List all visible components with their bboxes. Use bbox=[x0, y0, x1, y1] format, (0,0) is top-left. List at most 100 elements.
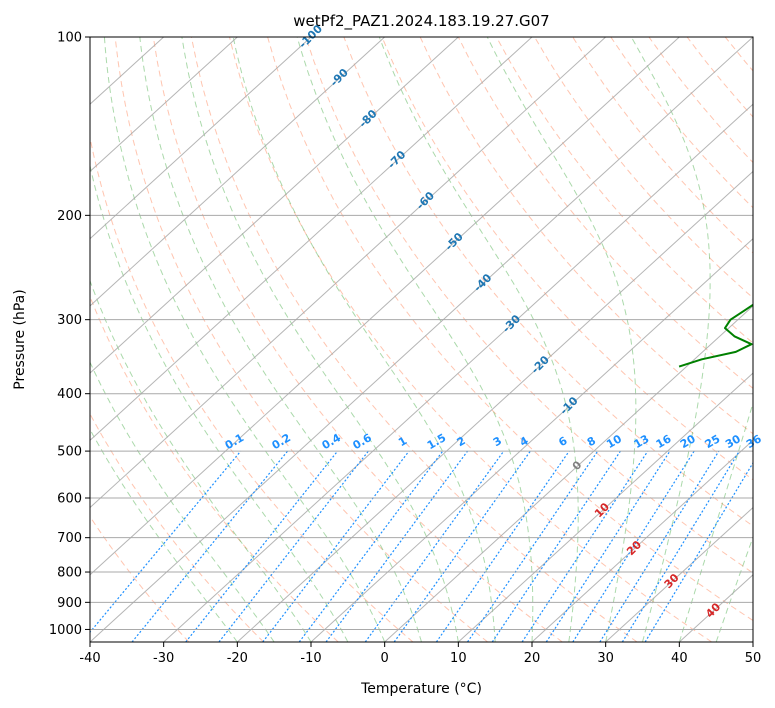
mixing-ratio-label: 2 bbox=[455, 434, 468, 449]
y-tick-label: 100 bbox=[57, 31, 82, 46]
mixing-ratio-label: 1.5 bbox=[425, 431, 448, 452]
dry-adiabat-line bbox=[152, 37, 563, 642]
x-tick-label: 40 bbox=[671, 651, 688, 666]
dry-adiabat-line bbox=[90, 135, 414, 642]
mixing-ratio-label-group: 6 bbox=[556, 434, 569, 449]
mixing-ratio-label-group: 0.4 bbox=[320, 431, 344, 452]
chart-title: wetPf2_PAZ1.2024.183.19.27.G07 bbox=[293, 12, 549, 31]
series-layer bbox=[678, 303, 753, 368]
isotherm-line bbox=[531, 439, 753, 642]
mixing-ratio-label-group: 25 bbox=[703, 432, 723, 451]
dry-adiabat-line bbox=[267, 37, 753, 622]
y-tick-label: 700 bbox=[57, 531, 82, 546]
mixing-ratio-label-group: 10 bbox=[604, 432, 624, 451]
mixing-ratio-line bbox=[644, 461, 753, 642]
dry-adiabat-line bbox=[419, 37, 753, 435]
mixing-ratio-label: 30 bbox=[723, 432, 743, 451]
moist-adiabat-line bbox=[630, 37, 711, 642]
mixing-ratio-line bbox=[90, 450, 242, 634]
y-tick-label: 600 bbox=[57, 492, 82, 507]
dry-adiabat-line bbox=[343, 37, 753, 527]
moist-adiabat-line bbox=[90, 361, 275, 642]
y-tick-label: 1000 bbox=[49, 623, 82, 638]
isotherm-line bbox=[90, 37, 607, 509]
x-axis-label: Temperature (°C) bbox=[360, 681, 482, 697]
mixing-ratio-line bbox=[364, 450, 505, 642]
x-tick-label: 10 bbox=[450, 651, 467, 666]
moist-adiabat-line bbox=[90, 163, 349, 642]
mixing-ratio-label: 1 bbox=[396, 434, 409, 449]
mixing-ratio-label-group: 2 bbox=[455, 434, 468, 449]
dry-adiabat-line bbox=[572, 37, 753, 254]
y-tick-label: 900 bbox=[57, 596, 82, 611]
mixing-ratio-line bbox=[185, 450, 339, 642]
mixing-ratio-label: 0.1 bbox=[223, 431, 246, 452]
mixing-ratio-label: 0.2 bbox=[270, 431, 293, 452]
dry-adiabat-line bbox=[90, 515, 190, 642]
isotherm-line bbox=[90, 37, 533, 442]
mixing-ratio-label: 0.6 bbox=[350, 431, 374, 452]
y-tick-label: 300 bbox=[57, 313, 82, 328]
mixing-ratio-label: 6 bbox=[556, 434, 569, 449]
mixing-ratio-line bbox=[545, 450, 671, 642]
mixing-ratio-label-group: 3 bbox=[491, 434, 504, 449]
y-tick-label: 400 bbox=[57, 387, 82, 402]
x-tick-label: 30 bbox=[597, 651, 614, 666]
isotherm-line bbox=[90, 37, 386, 307]
moist-adiabat-line bbox=[181, 37, 459, 642]
mixing-ratio-line bbox=[393, 450, 531, 642]
mixing-ratio-line bbox=[599, 450, 720, 642]
grid-layer bbox=[90, 37, 775, 642]
isotherm-line bbox=[752, 641, 753, 642]
mixing-ratio-line bbox=[467, 450, 599, 642]
x-tick-label: 20 bbox=[524, 651, 541, 666]
mixing-ratio-label: 36 bbox=[744, 432, 764, 451]
isotherm-line bbox=[90, 37, 238, 173]
y-tick-label: 500 bbox=[57, 445, 82, 460]
y-tick-label: 800 bbox=[57, 566, 82, 581]
moist-adiabat-line bbox=[678, 401, 753, 642]
mixing-ratio-label-group: 1.5 bbox=[425, 431, 448, 452]
isotherm-line bbox=[90, 37, 459, 374]
mixing-ratio-line bbox=[131, 450, 289, 642]
mixing-ratio-label: 3 bbox=[491, 434, 504, 449]
moist-adiabat-line bbox=[378, 37, 579, 642]
mixing-ratio-line bbox=[262, 450, 410, 642]
moist-adiabat-line bbox=[232, 37, 496, 642]
moist-adiabat-line bbox=[486, 37, 637, 642]
mixing-ratio-label-group: 13 bbox=[632, 432, 652, 451]
mixing-ratio-line bbox=[435, 450, 570, 642]
isotherm-line bbox=[163, 103, 753, 642]
dry-adiabat-line bbox=[305, 37, 753, 574]
mixing-ratio-line bbox=[298, 450, 444, 642]
dry-adiabat-line bbox=[724, 37, 753, 72]
dry-adiabat-line bbox=[495, 37, 753, 344]
mixing-ratio-label-group: 36 bbox=[744, 432, 764, 451]
moist-adiabat-line bbox=[296, 37, 534, 642]
label-layer: -100-90-80-70-60-50-40-30-20-100.1 0.2 0.4… bbox=[223, 22, 764, 620]
x-tick-label: -10 bbox=[300, 651, 321, 666]
dry-adiabat-line bbox=[90, 295, 339, 642]
mixing-ratio-label-group: 8 bbox=[585, 434, 598, 449]
isotherm-line bbox=[457, 372, 753, 642]
mixing-ratio-label-group: 1 bbox=[396, 434, 409, 449]
mixing-ratio-label-group: 20 bbox=[678, 432, 698, 451]
moist-adiabat-line bbox=[715, 535, 753, 642]
dry-adiabat-line bbox=[381, 37, 753, 481]
tick-layer: -40 -30 -20 -10 0 10 20 30 40 5010020030040050060… bbox=[49, 31, 761, 667]
mixing-ratio-line bbox=[218, 450, 369, 642]
isotherm-line bbox=[90, 37, 312, 240]
moist-adiabat-line bbox=[90, 428, 238, 642]
dry-adiabat-line bbox=[457, 37, 753, 389]
mixing-ratio-label: 10 bbox=[604, 432, 624, 451]
isotherm-line bbox=[90, 37, 680, 576]
mixing-ratio-label: 13 bbox=[632, 432, 652, 451]
mixing-ratio-label-group: 0.2 bbox=[270, 431, 293, 452]
dry-adiabat-line bbox=[229, 37, 712, 642]
y-tick-label: 200 bbox=[57, 209, 82, 224]
isotherm-line bbox=[605, 506, 753, 642]
y-axis-label: Pressure (hPa) bbox=[12, 289, 28, 389]
dry-adiabat-line bbox=[763, 37, 775, 642]
isotherm-line bbox=[236, 170, 753, 642]
